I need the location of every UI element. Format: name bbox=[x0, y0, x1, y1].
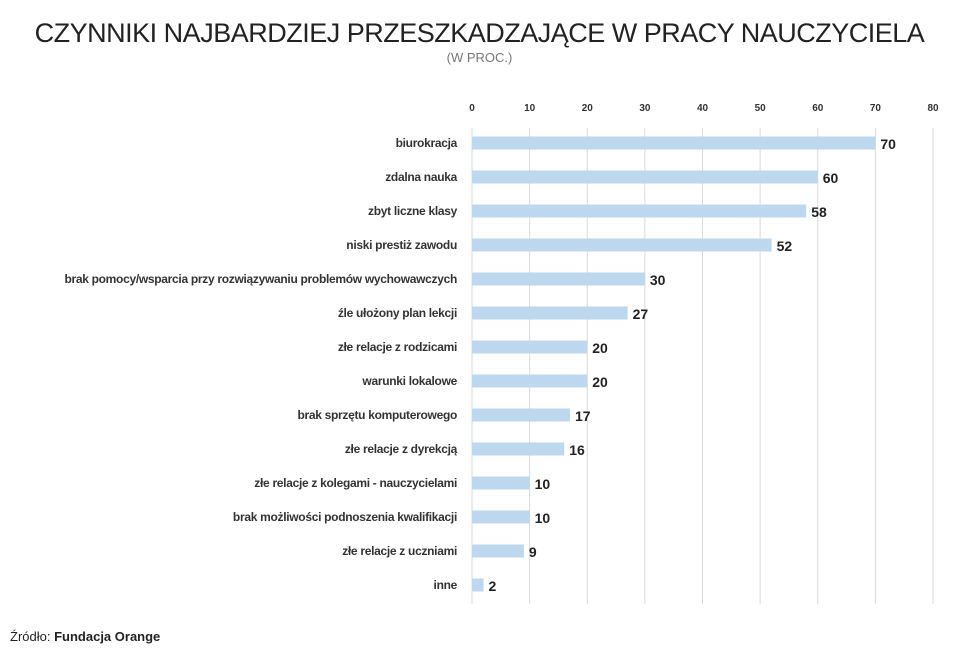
chart-subtitle: (W PROC.) bbox=[446, 50, 513, 65]
source-name: Fundacja Orange bbox=[54, 629, 161, 644]
category-label: zbyt liczne klasy bbox=[368, 204, 458, 218]
x-tick-label: 0 bbox=[469, 103, 475, 114]
x-tick-label: 40 bbox=[697, 103, 709, 114]
category-label: zdalna nauka bbox=[385, 170, 457, 184]
category-label: brak możliwości podnoszenia kwalifikacji bbox=[233, 510, 457, 524]
value-label: 10 bbox=[535, 476, 551, 492]
value-label: 52 bbox=[777, 238, 793, 254]
x-tick-label: 30 bbox=[639, 103, 651, 114]
category-label: inne bbox=[434, 578, 458, 592]
bar bbox=[472, 272, 645, 286]
category-label: brak pomocy/wsparcia przy rozwiązywaniu … bbox=[64, 272, 457, 286]
category-label: złe relacje z kolegami - nauczycielami bbox=[254, 476, 457, 490]
bar bbox=[472, 204, 807, 218]
bar bbox=[472, 374, 588, 388]
bar bbox=[472, 476, 530, 490]
x-tick-label: 50 bbox=[755, 103, 767, 114]
value-label: 20 bbox=[592, 374, 608, 390]
category-label: warunki lokalowe bbox=[361, 374, 457, 388]
bar bbox=[472, 306, 628, 320]
category-label: złe relacje z uczniami bbox=[342, 544, 457, 558]
bar bbox=[472, 510, 530, 524]
category-label: niski prestiż zawodu bbox=[346, 238, 457, 252]
x-tick-label: 60 bbox=[812, 103, 824, 114]
category-label: brak sprzętu komputerowego bbox=[297, 408, 457, 422]
x-tick-label: 80 bbox=[927, 103, 939, 114]
value-label: 27 bbox=[633, 306, 649, 322]
bar bbox=[472, 238, 772, 252]
value-label: 58 bbox=[811, 204, 827, 220]
bar bbox=[472, 170, 818, 184]
value-label: 2 bbox=[489, 578, 497, 594]
category-label: biurokracja bbox=[396, 136, 458, 150]
category-label: złe relacje z rodzicami bbox=[338, 340, 457, 354]
value-label: 20 bbox=[592, 340, 608, 356]
x-tick-label: 10 bbox=[524, 103, 536, 114]
value-label: 16 bbox=[569, 442, 585, 458]
x-tick-label: 20 bbox=[582, 103, 594, 114]
bar bbox=[472, 136, 876, 150]
category-label: źle ułożony plan lekcji bbox=[338, 306, 457, 320]
bar bbox=[472, 408, 570, 422]
value-label: 10 bbox=[535, 510, 551, 526]
bar bbox=[472, 442, 565, 456]
source-note: Źródło: Fundacja Orange bbox=[10, 629, 160, 644]
x-tick-label: 70 bbox=[870, 103, 882, 114]
chart-title: CZYNNIKI NAJBARDZIEJ PRZESZKADZAJĄCE W P… bbox=[34, 18, 925, 48]
value-label: 70 bbox=[880, 136, 896, 152]
value-label: 60 bbox=[823, 170, 839, 186]
source-label: Źródło: bbox=[10, 629, 51, 644]
bar-chart: 0 10 20 30 40 50 60 70 80 biurokracja 70 zdalna nau… bbox=[64, 103, 939, 604]
bar bbox=[472, 340, 588, 354]
category-label: złe relacje z dyrekcją bbox=[345, 442, 458, 456]
bar bbox=[472, 578, 484, 592]
value-label: 30 bbox=[650, 272, 666, 288]
bar bbox=[472, 544, 524, 558]
value-label: 17 bbox=[575, 408, 591, 424]
value-label: 9 bbox=[529, 544, 537, 560]
